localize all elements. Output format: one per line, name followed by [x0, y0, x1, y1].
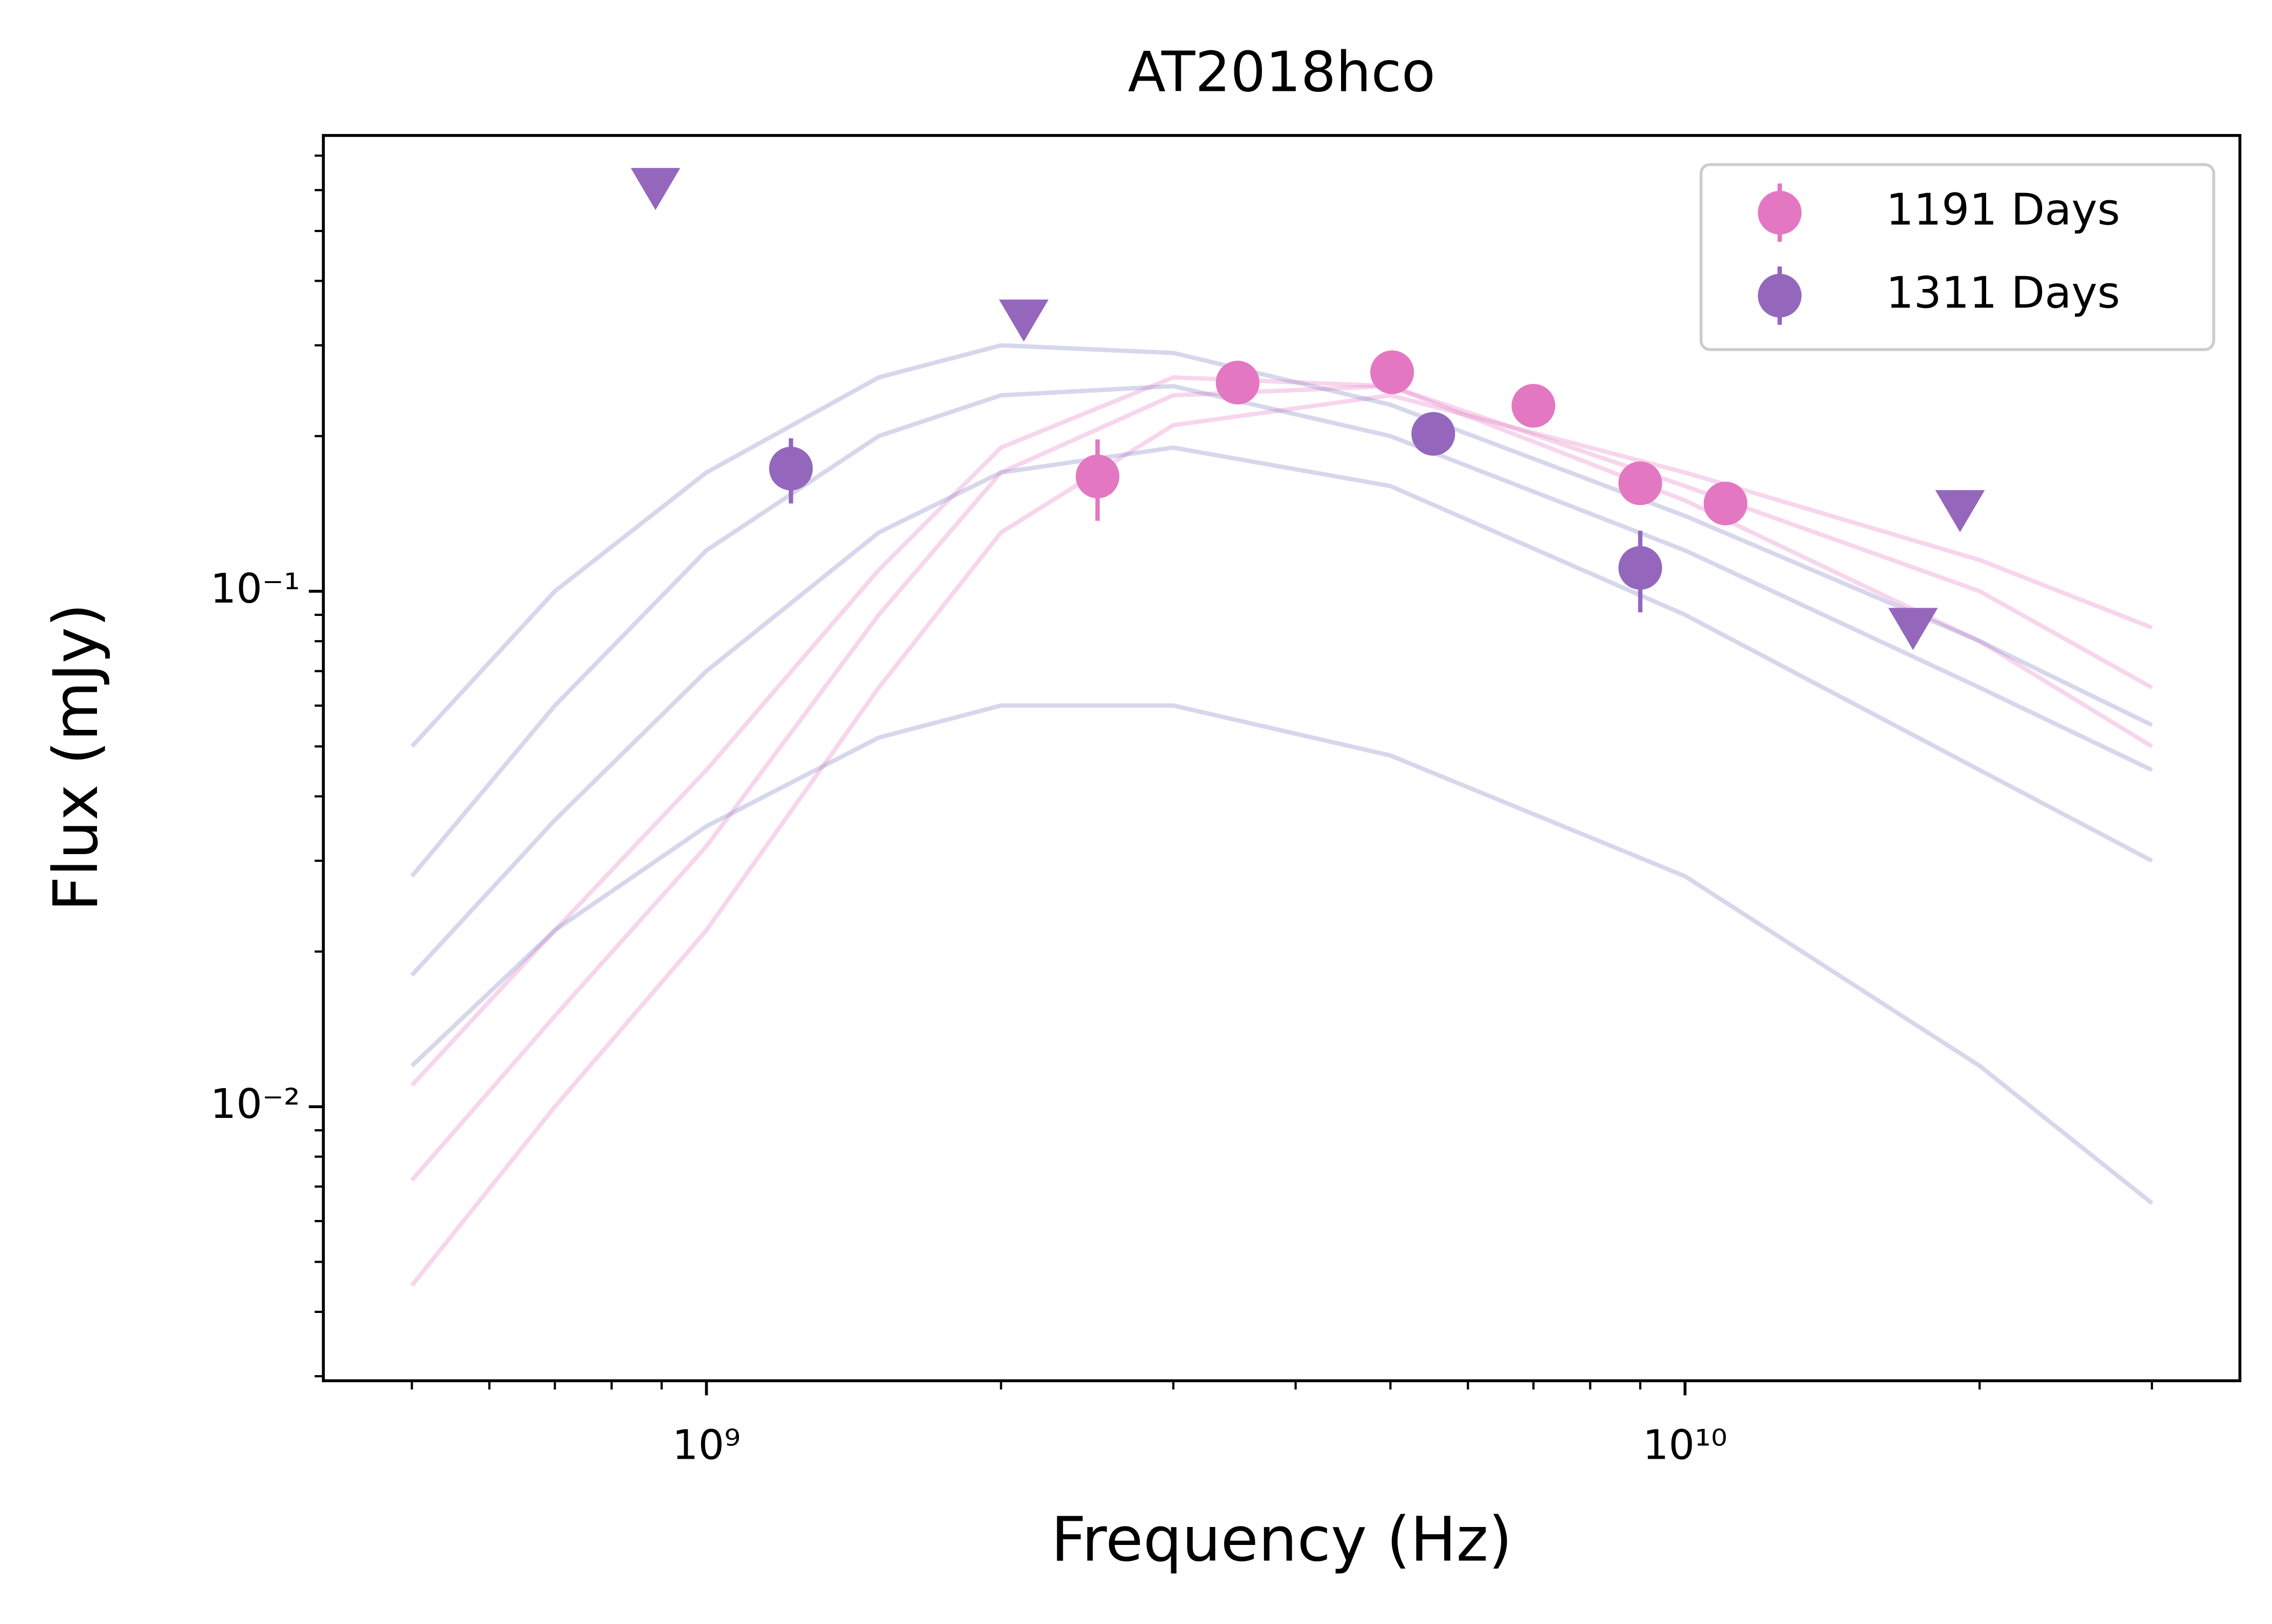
plot-frame [322, 134, 2242, 1382]
plot-area [410, 168, 2153, 1287]
x-tick-label: 10⁹ [672, 1421, 741, 1469]
legend-label: 1191 Days [1886, 185, 2120, 236]
upper-limit [630, 168, 681, 210]
model-curve [410, 703, 2153, 1205]
upper-limit [1888, 608, 1938, 650]
model-curve [410, 343, 2153, 748]
data-point [1618, 461, 1662, 506]
data-point [1411, 412, 1455, 456]
y-tick-label: 10⁻¹ [210, 565, 300, 612]
model-curve [410, 383, 2153, 878]
upper-limit [1935, 490, 1985, 532]
y-tick-label: 10⁻² [210, 1080, 300, 1128]
x-axis-label: Frequency (Hz) [1051, 1504, 1512, 1576]
data-point [1703, 481, 1747, 526]
legend-marker [1758, 274, 1802, 318]
chart-title: AT2018hco [1128, 40, 1435, 104]
legend-marker [1758, 190, 1802, 235]
data-point [1076, 454, 1120, 498]
legend: 1191 Days 1311 Days [1699, 163, 2216, 351]
x-tick-label: 10¹⁰ [1643, 1421, 1727, 1469]
model-curve [410, 375, 2153, 1087]
legend-label: 1311 Days [1886, 267, 2120, 318]
data-point [1370, 350, 1414, 394]
data-point [769, 447, 813, 491]
data-point [1215, 360, 1260, 404]
y-axis-label: Flux (mJy) [41, 603, 112, 911]
upper-limit [999, 299, 1049, 342]
model-curve [410, 383, 2153, 1182]
data-point [1511, 383, 1556, 428]
data-point [1618, 546, 1662, 590]
legend-box [1699, 163, 2216, 351]
